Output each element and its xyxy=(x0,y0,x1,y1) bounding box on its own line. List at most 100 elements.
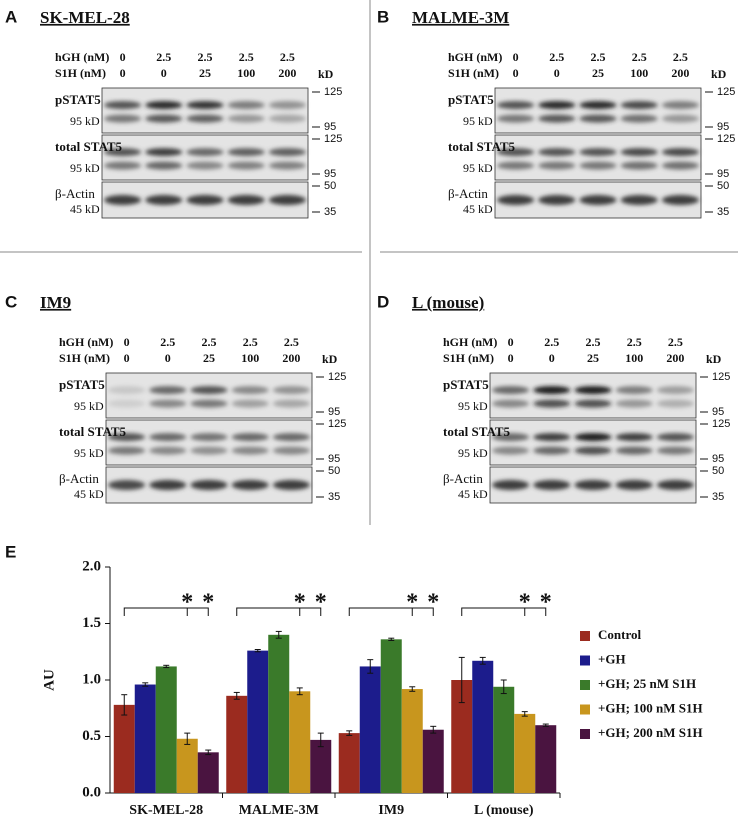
kd-label: kD xyxy=(318,67,334,81)
band xyxy=(231,399,269,408)
bar xyxy=(493,686,515,793)
band xyxy=(497,114,535,123)
band xyxy=(231,433,269,442)
marker-label: 125 xyxy=(328,371,346,383)
band xyxy=(104,114,142,123)
band xyxy=(574,433,612,442)
lane-label: 0 xyxy=(124,351,130,365)
band xyxy=(190,480,228,490)
lane-label: 25 xyxy=(592,66,604,80)
band xyxy=(149,446,187,455)
error-bar xyxy=(479,656,486,665)
band xyxy=(272,480,310,490)
lane-label: 100 xyxy=(237,66,255,80)
band xyxy=(620,195,658,205)
lane-label: 2.5 xyxy=(627,335,642,349)
y-tick-label: 0.5 xyxy=(82,728,101,744)
marker-label: 125 xyxy=(328,418,346,430)
legend-swatch xyxy=(580,680,590,690)
bracket xyxy=(348,607,434,616)
band xyxy=(661,148,699,157)
band xyxy=(579,148,617,157)
lane-label: 2.5 xyxy=(160,335,175,349)
marker-label: 125 xyxy=(324,133,342,145)
band xyxy=(620,101,658,110)
protein-label: β-Actin xyxy=(443,471,483,486)
lane-label: 2.5 xyxy=(668,335,683,349)
band xyxy=(268,161,306,170)
significance: * xyxy=(427,590,439,616)
band xyxy=(497,195,535,205)
band xyxy=(533,399,571,408)
lane-label: 200 xyxy=(666,351,684,365)
blot-image xyxy=(101,87,309,134)
bar xyxy=(310,739,332,793)
lane-label: 2.5 xyxy=(632,50,647,64)
band xyxy=(620,114,658,123)
band xyxy=(579,101,617,110)
bar xyxy=(472,660,494,793)
band xyxy=(104,101,142,110)
band xyxy=(497,161,535,170)
marker-label: 125 xyxy=(712,418,730,430)
lane-label: 0 xyxy=(549,351,555,365)
band xyxy=(104,148,142,157)
x-tick-label: MALME-3M xyxy=(239,803,319,818)
error-bar xyxy=(542,723,549,727)
panel-letter: A xyxy=(5,7,17,26)
error-bar xyxy=(388,637,395,641)
band xyxy=(145,161,183,170)
error-bar xyxy=(317,732,324,748)
lane-label: 25 xyxy=(203,351,215,365)
lane-label: 2.5 xyxy=(198,50,213,64)
marker-label: 35 xyxy=(712,491,724,503)
lane-label: 100 xyxy=(241,351,259,365)
band xyxy=(108,446,146,455)
significance: * xyxy=(294,590,306,616)
panel-title: L (mouse) xyxy=(412,293,484,312)
error-bar xyxy=(500,679,507,695)
band xyxy=(272,433,310,442)
y-tick-label: 1.0 xyxy=(82,671,101,687)
size-label: 95 kD xyxy=(458,446,488,460)
marker-label: 125 xyxy=(717,133,735,145)
bar xyxy=(535,725,557,793)
band xyxy=(186,101,224,110)
band xyxy=(268,148,306,157)
row-label: hGH (nM) xyxy=(59,335,113,349)
blot-image xyxy=(105,419,313,466)
lane-label: 0 xyxy=(120,66,126,80)
lane-label: 2.5 xyxy=(591,50,606,64)
blot-image xyxy=(489,419,697,466)
band xyxy=(186,195,224,205)
bar xyxy=(451,680,473,793)
panel-letter: B xyxy=(377,7,389,26)
lane-label: 25 xyxy=(587,351,599,365)
marker-label: 95 xyxy=(717,121,729,133)
size-label: 95 kD xyxy=(463,114,493,128)
size-label: 95 kD xyxy=(74,446,104,460)
row-label: hGH (nM) xyxy=(55,50,109,64)
band xyxy=(145,148,183,157)
marker-label: 35 xyxy=(324,206,336,218)
band xyxy=(656,433,694,442)
band xyxy=(186,114,224,123)
bar xyxy=(134,684,156,793)
lane-label: 0 xyxy=(165,351,171,365)
bar xyxy=(380,639,402,793)
band xyxy=(574,386,612,395)
error-bar xyxy=(163,664,170,669)
row-label: S1H (nM) xyxy=(443,351,494,365)
blot-image xyxy=(101,134,309,181)
band xyxy=(268,101,306,110)
significance: * xyxy=(315,590,327,616)
band xyxy=(186,148,224,157)
lane-label: 2.5 xyxy=(586,335,601,349)
band xyxy=(190,399,228,408)
lane-label: 0 xyxy=(124,335,130,349)
band xyxy=(108,433,146,442)
band xyxy=(227,148,265,157)
lane-label: 2.5 xyxy=(280,50,295,64)
band xyxy=(497,101,535,110)
